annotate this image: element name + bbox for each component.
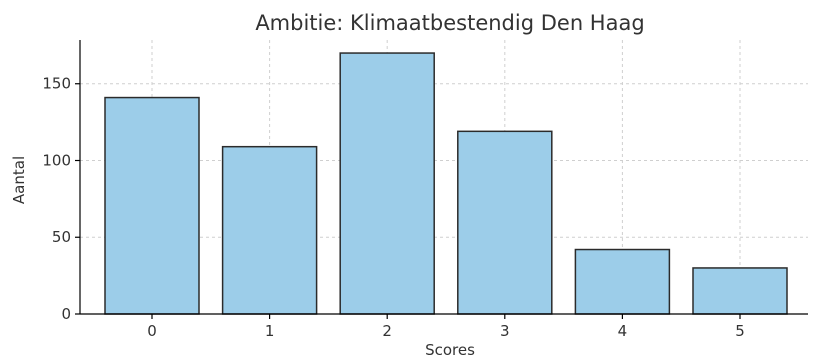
x-ticks: 0 1 2 3 4 5 [147,314,745,340]
bar-5 [692,267,788,315]
y-ticks: 0 50 100 150 [42,75,80,323]
bar-2 [339,52,435,315]
bar-1 [221,145,318,315]
x-tick-label: 2 [382,322,392,340]
bar-3 [457,130,553,315]
x-tick-label: 5 [735,322,745,340]
y-tick-label: 150 [42,75,71,93]
y-tick-label: 100 [42,151,71,169]
x-tick-label: 1 [265,322,275,340]
x-tick-label: 0 [147,322,157,340]
x-tick-label: 3 [500,322,510,340]
x-tick-label: 4 [618,322,628,340]
y-tick-label: 50 [52,228,71,246]
y-tick-label: 0 [61,305,71,323]
x-axis-label: Scores [425,341,475,359]
bar-0 [104,96,200,315]
y-axis-label: Aantal [10,156,28,204]
chart-title: Ambitie: Klimaatbestendig Den Haag [255,11,644,35]
bar-4 [574,248,671,315]
bars [104,52,788,315]
